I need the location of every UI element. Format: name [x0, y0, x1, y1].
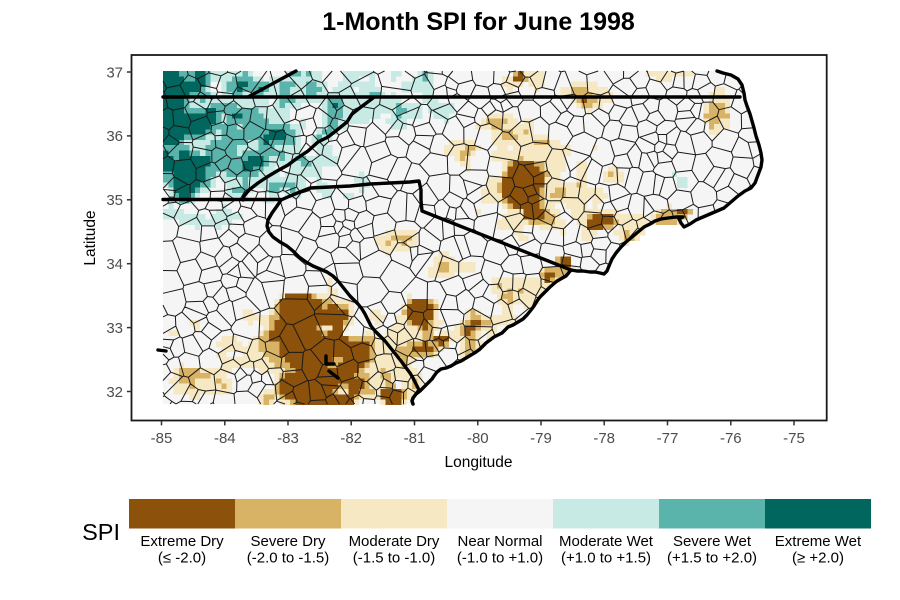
svg-text:-75: -75	[783, 430, 805, 447]
svg-text:Extreme Dry: Extreme Dry	[140, 533, 224, 550]
svg-text:(-2.0 to -1.5): (-2.0 to -1.5)	[247, 550, 330, 567]
svg-text:-77: -77	[657, 430, 679, 447]
svg-text:Moderate Wet: Moderate Wet	[559, 533, 654, 550]
svg-text:SPI: SPI	[82, 519, 120, 545]
svg-text:-78: -78	[593, 430, 615, 447]
svg-text:(-1.5 to -1.0): (-1.5 to -1.0)	[353, 550, 436, 567]
svg-text:Latitude: Latitude	[82, 210, 99, 265]
svg-text:(-1.0 to +1.0): (-1.0 to +1.0)	[457, 550, 543, 567]
svg-text:37: 37	[106, 64, 123, 81]
svg-text:36: 36	[106, 128, 123, 145]
svg-text:-84: -84	[214, 430, 236, 447]
svg-text:-85: -85	[151, 430, 173, 447]
svg-text:Severe Wet: Severe Wet	[673, 533, 752, 550]
svg-text:-79: -79	[530, 430, 552, 447]
svg-text:-81: -81	[404, 430, 426, 447]
svg-text:-82: -82	[340, 430, 362, 447]
svg-text:-76: -76	[720, 430, 742, 447]
svg-text:(+1.0 to +1.5): (+1.0 to +1.5)	[561, 550, 651, 567]
svg-text:-80: -80	[467, 430, 489, 447]
svg-text:Moderate Dry: Moderate Dry	[349, 533, 440, 550]
svg-text:Longitude: Longitude	[444, 454, 512, 471]
svg-text:1-Month SPI for June 1998: 1-Month SPI for June 1998	[322, 8, 635, 36]
svg-text:Extreme Wet: Extreme Wet	[775, 533, 862, 550]
svg-text:-83: -83	[277, 430, 299, 447]
svg-text:Near Normal: Near Normal	[457, 533, 542, 550]
svg-text:(+1.5 to +2.0): (+1.5 to +2.0)	[667, 550, 757, 567]
svg-text:32: 32	[106, 384, 123, 401]
svg-text:35: 35	[106, 192, 123, 209]
svg-text:(≤ -2.0): (≤ -2.0)	[158, 550, 206, 567]
svg-text:33: 33	[106, 320, 123, 337]
svg-text:Severe Dry: Severe Dry	[250, 533, 326, 550]
svg-text:(≥ +2.0): (≥ +2.0)	[792, 550, 844, 567]
svg-text:34: 34	[106, 256, 123, 273]
